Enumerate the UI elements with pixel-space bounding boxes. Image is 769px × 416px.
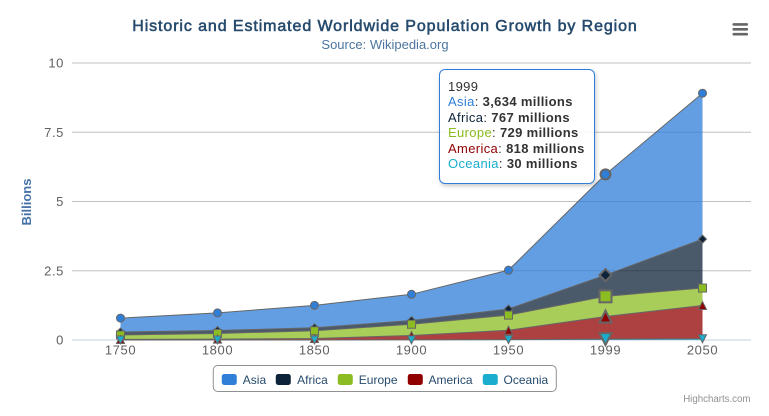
svg-text:Billions: Billions xyxy=(19,179,34,226)
svg-text:1850: 1850 xyxy=(299,343,330,358)
svg-text:1900: 1900 xyxy=(396,343,427,358)
svg-text:2050: 2050 xyxy=(687,343,718,358)
svg-text:Historic and Estimated Worldwi: Historic and Estimated Worldwide Populat… xyxy=(132,18,637,35)
svg-text:0: 0 xyxy=(56,333,64,348)
svg-text:Source: Wikipedia.org: Source: Wikipedia.org xyxy=(321,37,448,52)
svg-text:Highcharts.com: Highcharts.com xyxy=(683,394,750,405)
svg-text:1750: 1750 xyxy=(105,343,136,358)
svg-text:7.5: 7.5 xyxy=(44,125,64,140)
svg-text:5: 5 xyxy=(56,194,64,209)
svg-text:1800: 1800 xyxy=(202,343,233,358)
svg-text:10: 10 xyxy=(48,56,64,71)
svg-text:1950: 1950 xyxy=(493,343,524,358)
svg-text:1999: 1999 xyxy=(590,343,621,358)
svg-text:2.5: 2.5 xyxy=(44,263,64,278)
